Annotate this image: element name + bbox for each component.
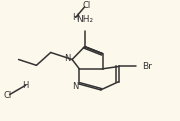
Text: NH₂: NH₂ [76, 15, 93, 24]
Text: N: N [72, 82, 78, 91]
Text: Br: Br [142, 62, 152, 71]
Text: Cl: Cl [4, 91, 12, 100]
Text: H: H [73, 13, 79, 22]
Text: N: N [64, 54, 71, 63]
Text: Cl: Cl [82, 1, 91, 10]
Text: H: H [22, 81, 29, 90]
